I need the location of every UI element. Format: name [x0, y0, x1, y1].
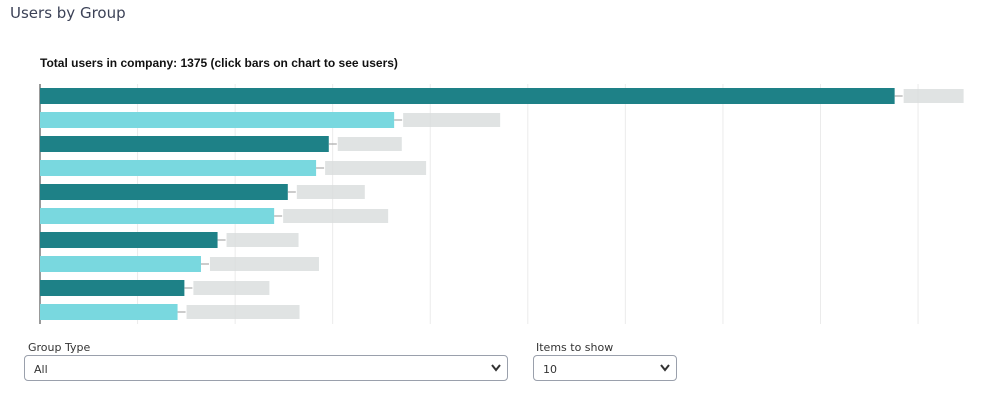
- blurred-label: [325, 161, 427, 175]
- blurred-label: [186, 305, 300, 319]
- page-title: Users by Group: [10, 4, 126, 22]
- bar[interactable]: [40, 280, 185, 296]
- bar[interactable]: [40, 136, 329, 152]
- control-label: Items to show: [536, 341, 614, 354]
- bar[interactable]: [40, 112, 395, 128]
- bar[interactable]: [40, 160, 317, 176]
- blurred-label: [337, 137, 402, 151]
- blurred-label: [283, 209, 389, 223]
- chevron: [660, 364, 670, 372]
- bar[interactable]: [40, 256, 201, 272]
- blurred-label: [226, 233, 299, 247]
- bar[interactable]: [40, 88, 895, 104]
- bar[interactable]: [40, 304, 178, 320]
- blurred-label: [296, 185, 365, 199]
- select-value: All: [34, 363, 48, 376]
- group-type-select[interactable]: All: [24, 355, 508, 381]
- chart: Total users in company: 1375 (click bars…: [39, 56, 964, 324]
- bar[interactable]: [40, 208, 275, 224]
- blurred-label: [209, 257, 319, 271]
- blurred-label: [193, 281, 270, 295]
- blurred-label: [903, 89, 964, 103]
- control-label: Group Type: [28, 341, 91, 354]
- chevron: [491, 364, 501, 372]
- select-value: 10: [543, 363, 557, 376]
- bar[interactable]: [40, 184, 288, 200]
- chart-title: Total users in company: 1375 (click bars…: [40, 56, 398, 70]
- bar[interactable]: [40, 232, 218, 248]
- items-select[interactable]: 10: [533, 355, 677, 381]
- blurred-label: [403, 113, 501, 127]
